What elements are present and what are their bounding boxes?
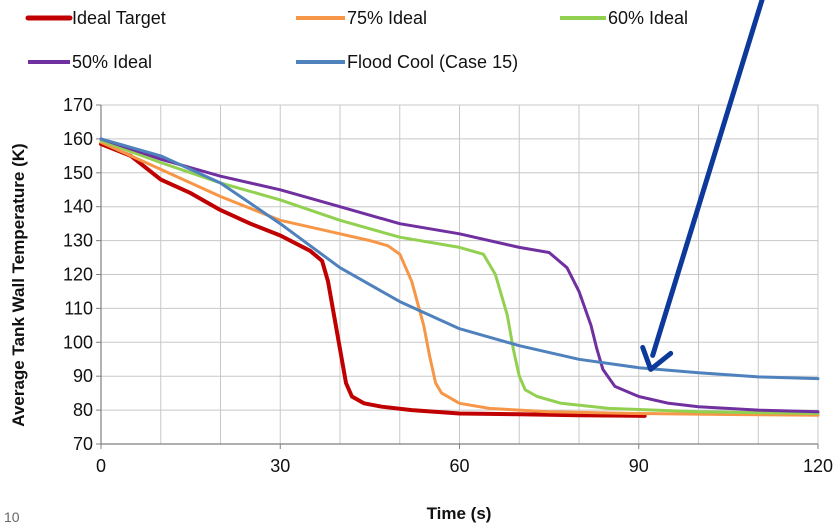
legend-label: 60% Ideal — [608, 8, 688, 28]
legend-item-flood-cool: Flood Cool (Case 15) — [296, 52, 518, 72]
plot-area: 70 80 90 100 110 120 130 140 150 160 170 0 30 60 90 120 — [63, 95, 833, 476]
series-line-75-ideal — [99, 140, 820, 417]
x-tick-label: 0 — [96, 456, 106, 476]
y-tick-label: 100 — [63, 332, 93, 352]
y-tick-label: 80 — [73, 400, 93, 420]
page-number: 10 — [4, 509, 20, 525]
x-tick-label: 60 — [449, 456, 469, 476]
legend-label: Flood Cool (Case 15) — [347, 52, 518, 72]
y-tick-label: 70 — [73, 434, 93, 454]
series-line-50-ideal — [99, 137, 820, 414]
series-line-ideal-target — [99, 142, 647, 418]
y-tick-label: 110 — [64, 298, 93, 318]
y-tick-label: 170 — [63, 95, 93, 115]
y-tick-label: 130 — [63, 231, 93, 251]
y-axis-title: Average Tank Wall Temperature (K) — [9, 143, 28, 426]
annotation-arrow — [640, 0, 765, 372]
legend-item-ideal-target: Ideal Target — [25, 8, 166, 28]
legend-label: 50% Ideal — [72, 52, 152, 72]
series-line-flood-cool-case-15 — [99, 137, 820, 381]
x-tick-label: 30 — [270, 456, 290, 476]
legend-item-75-ideal: 75% Ideal — [296, 8, 427, 28]
y-tick-label: 150 — [63, 163, 93, 183]
legend-item-50-ideal: 50% Ideal — [28, 52, 152, 72]
x-tick-label: 120 — [803, 456, 833, 476]
arrow-shaft — [650, 0, 765, 358]
y-tick-label: 160 — [63, 129, 93, 149]
legend: Ideal Target 75% Ideal 60% Ideal 50% Ide… — [25, 8, 688, 72]
x-tick-label: 90 — [629, 456, 649, 476]
y-tick-label: 90 — [73, 366, 93, 386]
legend-label: Ideal Target — [72, 8, 166, 28]
arrow-head — [640, 344, 674, 372]
legend-item-60-ideal: 60% Ideal — [560, 8, 688, 28]
legend-label: 75% Ideal — [347, 8, 427, 28]
x-axis-title: Time (s) — [427, 504, 492, 523]
y-tick-label: 140 — [63, 197, 93, 217]
y-tick-label: 120 — [63, 265, 93, 285]
series-line-60-ideal — [99, 139, 820, 415]
